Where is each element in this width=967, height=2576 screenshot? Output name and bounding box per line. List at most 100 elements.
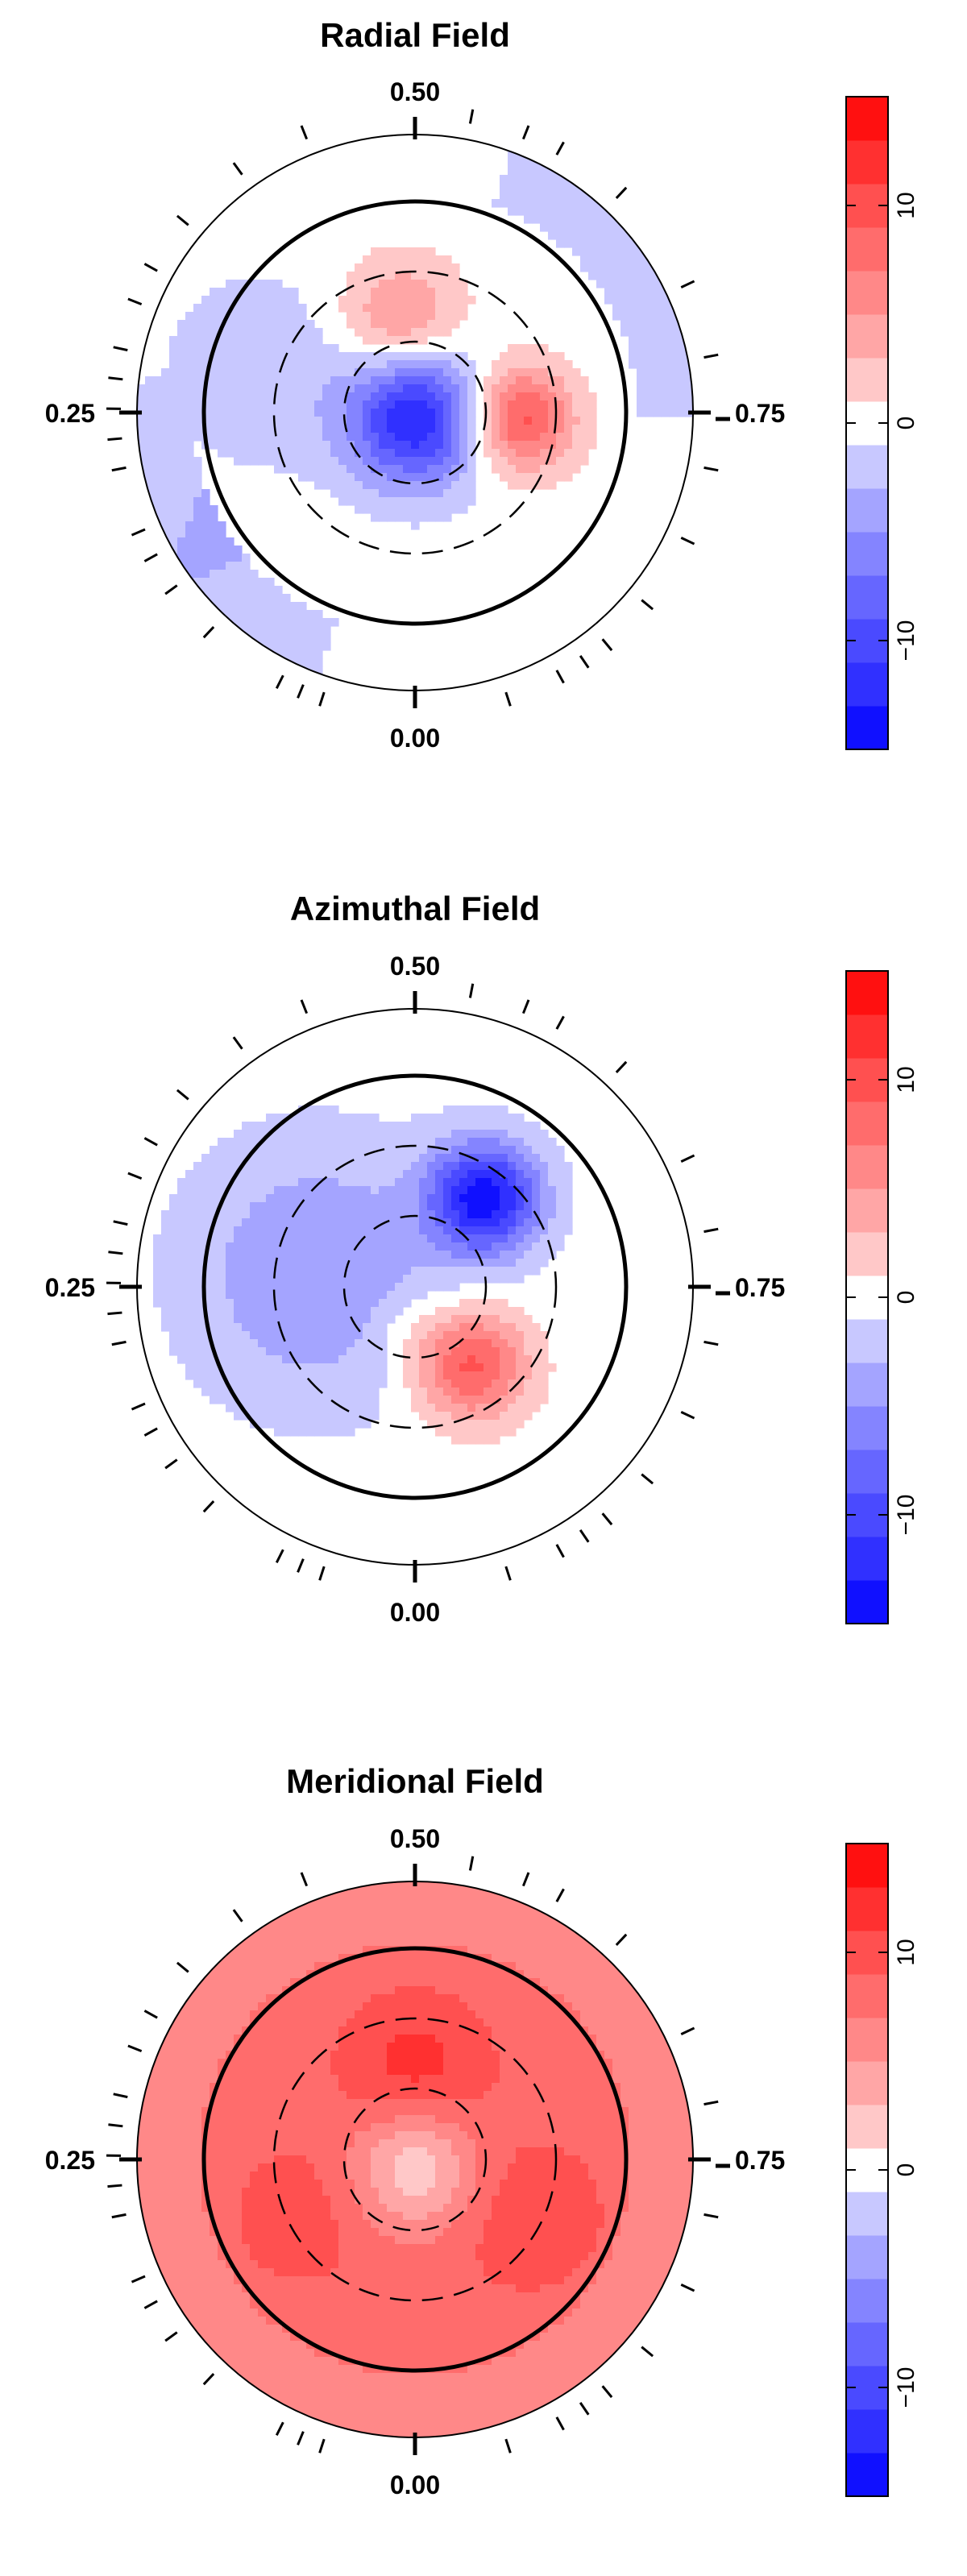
heatmap-cell [193,360,202,369]
heatmap-cell [443,1986,452,1995]
heatmap-cell [137,2083,146,2092]
heatmap-cell [524,1938,533,1947]
heatmap-cell [363,1267,371,1276]
heatmap-cell [371,1154,380,1163]
heatmap-cell [266,400,275,409]
heatmap-cell [226,2083,234,2092]
heatmap-cell [467,1938,476,1947]
heatmap-cell [427,1914,436,1923]
heatmap-cell [306,320,315,329]
heatmap-cell [363,433,371,442]
heatmap-cell [620,296,629,305]
heatmap-cell [290,449,299,458]
heatmap-cell [516,1170,525,1179]
heatmap-cell [210,554,218,562]
heatmap-cell [620,231,629,240]
heatmap-cell [459,400,468,409]
heatmap-cell [274,312,283,321]
heatmap-cell [347,1242,355,1251]
heatmap-cell [387,384,396,393]
heatmap-cell [347,1889,355,1898]
heatmap-cell [427,296,436,305]
heatmap-cell [475,1218,484,1227]
heatmap-cell [443,1242,452,1251]
heatmap-cell [669,409,678,417]
heatmap-cell [516,360,525,369]
heatmap-cell [532,400,541,409]
heatmap-cell [500,1162,508,1171]
heatmap-cell [629,352,637,361]
heatmap-cell [274,1906,283,1914]
heatmap-cell [379,1355,388,1364]
heatmap-cell [218,1162,226,1171]
heatmap-cell [516,2002,525,2011]
heatmap-cell [371,1275,380,1284]
heatmap-cell [411,1202,420,1211]
heatmap-cell [234,1315,243,1324]
heatmap-cell [306,658,315,667]
heatmap-cell [330,1162,339,1171]
heatmap-cell [347,272,355,280]
heatmap-cell [371,449,380,458]
heatmap-cell [347,1186,355,1195]
heatmap-cell [274,1355,283,1364]
heatmap-cell [532,2075,541,2084]
heatmap-cell [524,1259,533,1267]
heatmap-cell [516,1138,525,1147]
observation-tick [468,109,475,124]
heatmap-cell [540,1178,549,1187]
heatmap-cell [330,1138,339,1147]
heatmap-cell [548,1138,557,1147]
heatmap-cell [218,1396,226,1404]
heatmap-cell [363,417,371,425]
heatmap-cell [427,1404,436,1412]
heatmap-cell [193,594,202,603]
heatmap-cell [435,1954,444,1963]
heatmap-cell [363,1194,371,1203]
heatmap-cell [193,1186,202,1195]
heatmap-cell [371,1889,380,1898]
heatmap-cell [637,296,645,305]
heatmap-cell [371,1307,380,1316]
heatmap-cell [451,481,460,490]
heatmap-cell [620,280,629,288]
heatmap-cell [540,392,549,401]
heatmap-cell [637,312,645,321]
heatmap-cell [298,1331,307,1340]
heatmap-cell [314,1283,323,1292]
heatmap-cell [322,1371,331,1380]
heatmap-cell [669,352,678,361]
heatmap-cell [540,1347,549,1356]
heatmap-cell [177,570,186,579]
heatmap-cell [387,505,396,514]
heatmap-cell [169,1283,178,1292]
heatmap-cell [306,1986,315,1995]
heatmap-cell [516,1154,525,1163]
heatmap-cell [475,1962,484,1971]
heatmap-cell [459,465,468,474]
heatmap-cell [435,1347,444,1356]
heatmap-cell [629,296,637,305]
heatmap-cell [556,1930,565,1939]
heatmap-cell [347,1275,355,1284]
heatmap-cell [492,1105,500,1114]
heatmap-cell [153,1242,162,1251]
heatmap-cell [403,1291,412,1300]
heatmap-cell [322,360,331,369]
heatmap-cell [274,441,283,450]
heatmap-cell [226,449,234,458]
heatmap-cell [629,2051,637,2060]
heatmap-cell [524,2051,533,2060]
heatmap-cell [314,384,323,393]
heatmap-cell [371,328,380,337]
heatmap-cell [451,1218,460,1227]
heatmap-cell [572,191,581,200]
heatmap-cell [540,1234,549,1243]
heatmap-cell [322,1420,331,1429]
heatmap-cell [645,336,654,345]
heatmap-cell [580,239,589,248]
heatmap-cell [226,360,234,369]
heatmap-cell [330,425,339,433]
heatmap-cell [596,207,605,216]
heatmap-cell [500,2059,508,2068]
